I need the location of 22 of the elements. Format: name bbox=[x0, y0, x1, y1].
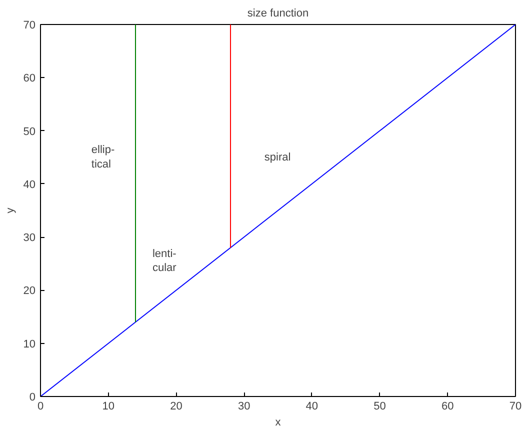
annotation: lenti- cular bbox=[152, 248, 177, 274]
y-tick-label: 40 bbox=[23, 178, 36, 191]
x-tick-label: 30 bbox=[238, 400, 250, 412]
x-tick-label: 40 bbox=[306, 400, 318, 412]
y-tick-label: 30 bbox=[23, 232, 36, 244]
x-tick-label: 50 bbox=[374, 400, 386, 412]
x-tick-label: 20 bbox=[170, 400, 182, 412]
x-tick-label: 60 bbox=[442, 400, 454, 412]
x-tick-label: 70 bbox=[509, 400, 522, 412]
y-axis-title: y bbox=[4, 207, 16, 214]
annotation: ellip- tical bbox=[91, 144, 115, 171]
y-tick-label: 0 bbox=[29, 392, 36, 404]
annotation: spiral bbox=[264, 151, 291, 164]
y-tick-label: 60 bbox=[23, 72, 36, 85]
x-axis-title: x bbox=[275, 416, 282, 428]
y-tick-label: 20 bbox=[23, 285, 36, 298]
x-tick-label: 10 bbox=[102, 400, 114, 412]
chart-title: size function bbox=[247, 8, 309, 20]
x-tick-label: 0 bbox=[37, 400, 44, 412]
y-tick-label: 10 bbox=[23, 338, 36, 350]
y-tick-label: 50 bbox=[23, 126, 36, 138]
y-tick-label: 70 bbox=[23, 20, 36, 32]
